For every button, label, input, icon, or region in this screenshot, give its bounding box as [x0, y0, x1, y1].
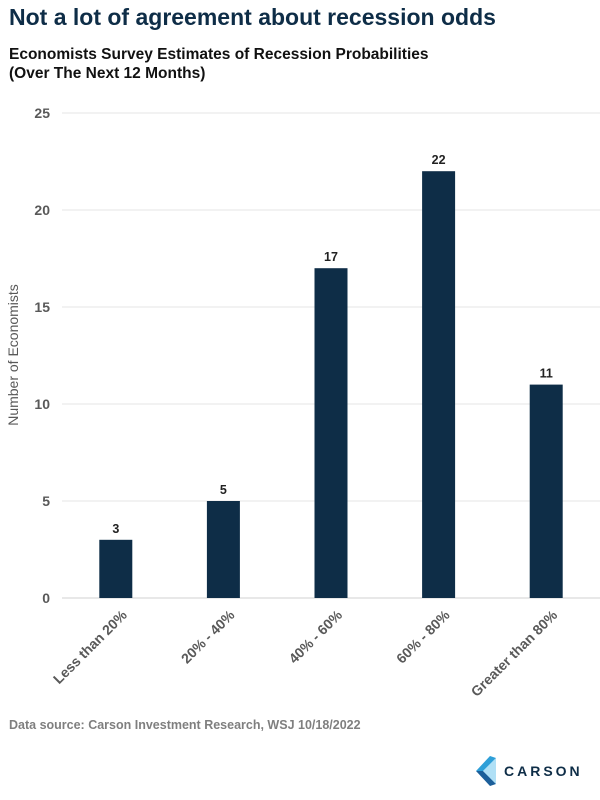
y-tick-label: 0	[42, 590, 50, 606]
bar-chart: 0 5 10 15 20 25 3 5 17 22 11 Less than 20% 20% - 4…	[5, 105, 600, 700]
y-tick-label: 10	[34, 396, 50, 412]
chart-title: Economists Survey Estimates of Recession…	[9, 46, 429, 63]
carson-logo: CARSON	[476, 754, 583, 788]
bar-value-label: 17	[324, 250, 338, 264]
bar	[206, 501, 240, 598]
category-label: 60% - 80%	[393, 606, 453, 666]
bar-value-label: 11	[540, 367, 553, 381]
y-axis-title: Number of Economists	[5, 284, 21, 426]
category-labels: Less than 20% 20% - 40% 40% - 60% 60% - 80%…	[50, 606, 561, 699]
page-headline: Not a lot of agreement about recession o…	[9, 4, 496, 30]
bars	[99, 171, 563, 598]
category-label: 40% - 60%	[285, 606, 345, 666]
carson-logo-text: CARSON	[504, 763, 583, 779]
bar-value-label: 22	[432, 153, 446, 167]
y-tick-label: 15	[34, 299, 50, 315]
y-tick-label: 25	[34, 105, 50, 121]
chart-title-block: Economists Survey Estimates of Recession…	[9, 45, 429, 83]
bar	[314, 268, 348, 598]
category-label: 20% - 40%	[178, 606, 238, 666]
y-tick-label: 20	[34, 202, 50, 218]
chart-subtitle: (Over The Next 12 Months)	[9, 65, 206, 82]
data-source-note: Data source: Carson Investment Research,…	[9, 718, 361, 732]
data-labels: 3 5 17 22 11	[112, 153, 553, 536]
y-tick-label: 5	[42, 493, 50, 509]
category-label: Less than 20%	[50, 606, 130, 686]
bar	[422, 171, 456, 598]
bar-value-label: 5	[220, 483, 227, 497]
carson-chevron-icon	[476, 756, 496, 786]
bar	[99, 539, 133, 598]
bar-value-label: 3	[112, 522, 119, 536]
category-label: Greater than 80%	[468, 606, 561, 699]
y-axis-ticks: 0 5 10 15 20 25	[34, 105, 50, 606]
bar	[529, 384, 563, 598]
